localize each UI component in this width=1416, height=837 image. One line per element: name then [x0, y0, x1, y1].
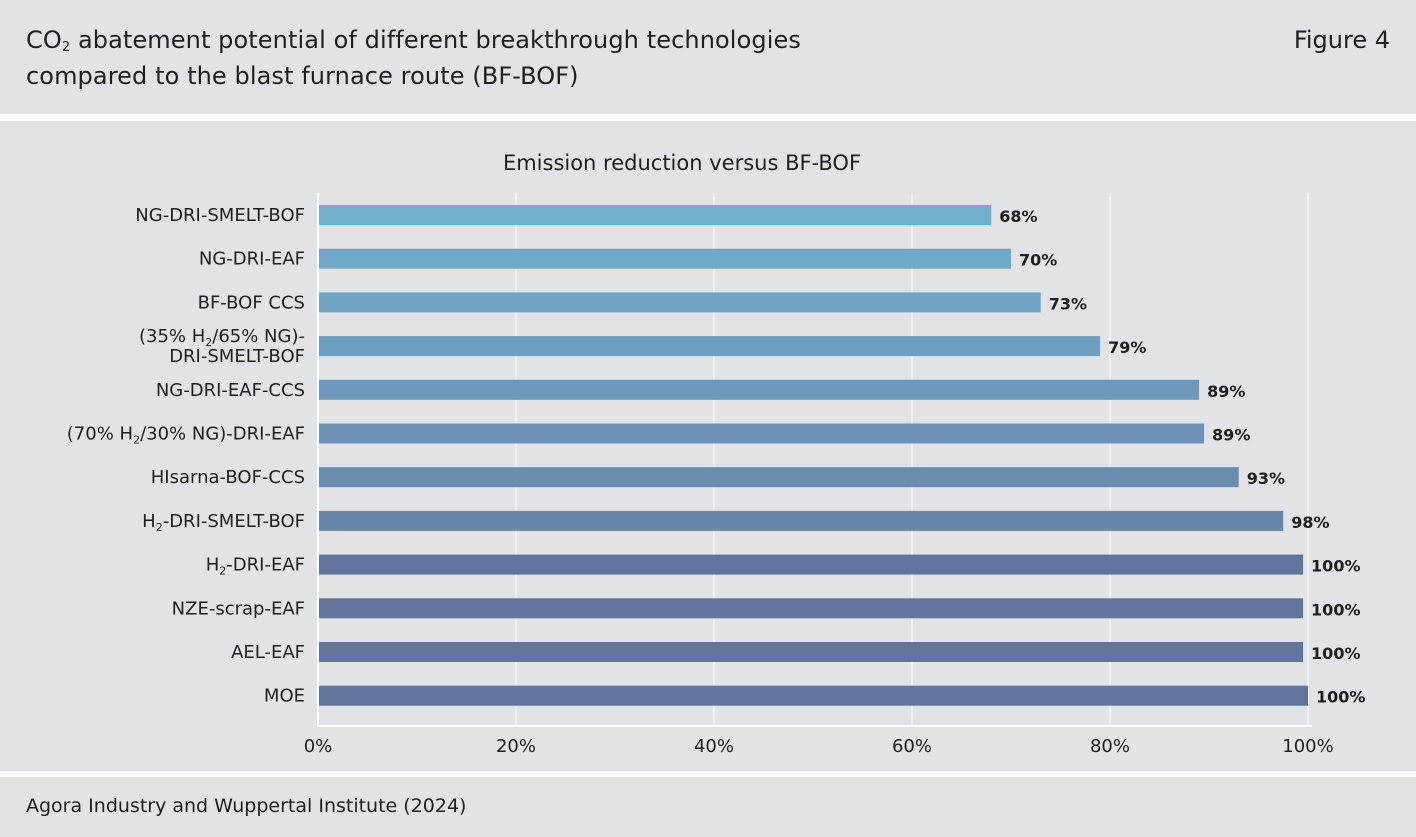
bar — [318, 379, 1200, 400]
x-tick-label: 0% — [304, 736, 333, 757]
value-label: 79% — [1108, 338, 1146, 357]
category-label: NZE-scrap-EAF — [172, 598, 305, 619]
value-label: 100% — [1316, 688, 1365, 707]
category-label: H2-DRI-EAF — [206, 555, 305, 578]
bar — [318, 642, 1304, 662]
chart-panel: Emission reduction versus BF-BOF NG-DRI-… — [0, 121, 1416, 771]
footer: Agora Industry and Wuppertal Institute (… — [0, 777, 1416, 837]
value-label: 93% — [1247, 469, 1285, 488]
category-labels: NG-DRI-SMELT-BOF NG-DRI-EAF BF-BOF CCS (35%… — [67, 205, 305, 707]
value-label: 100% — [1311, 644, 1360, 663]
bar — [318, 336, 1101, 357]
value-label: 100% — [1311, 557, 1360, 576]
source-note: Agora Industry and Wuppertal Institute (… — [26, 795, 467, 817]
category-label: AEL-EAF — [231, 642, 305, 663]
x-tick-label: 40% — [694, 736, 734, 757]
x-tick-label: 100% — [1282, 736, 1333, 757]
category-label: MOE — [264, 686, 305, 707]
bar — [318, 598, 1304, 619]
title-co-text: CO — [26, 26, 62, 54]
x-axis: 0% 20% 40% 60% 80% 100% — [304, 193, 1334, 757]
category-label: (35% H2/65% NG)-DRI-SMELT-BOF — [139, 326, 305, 367]
category-label: NG-DRI-EAF-CCS — [156, 380, 305, 401]
x-tick-label: 20% — [496, 736, 536, 757]
header: CO2 abatement potential of different bre… — [0, 0, 1416, 114]
category-label: (70% H2/30% NG)-DRI-EAF — [67, 424, 305, 447]
bar-chart: Emission reduction versus BF-BOF NG-DRI-… — [67, 151, 1366, 757]
category-label: BF-BOF CCS — [198, 292, 305, 313]
bar — [318, 248, 1011, 269]
value-label: 89% — [1207, 382, 1245, 401]
chart-subtitle: Emission reduction versus BF-BOF — [503, 151, 861, 175]
bar — [318, 292, 1041, 313]
figure-label: Figure 4 — [1293, 26, 1390, 54]
bar — [318, 205, 992, 225]
x-tick-label: 80% — [1090, 736, 1130, 757]
bar — [318, 467, 1239, 488]
category-label: NG-DRI-SMELT-BOF — [135, 205, 305, 226]
x-tick-label: 60% — [892, 736, 932, 757]
value-label: 89% — [1212, 426, 1250, 445]
title-rest-text: abatement potential of different breakth… — [70, 26, 801, 54]
value-label: 100% — [1311, 600, 1360, 619]
chart-title-line-2: compared to the blast furnace route (BF-… — [26, 62, 579, 90]
bar — [318, 510, 1284, 531]
category-label: H2-DRI-SMELT-BOF — [142, 511, 305, 534]
bars — [318, 205, 1308, 706]
value-label: 70% — [1019, 251, 1057, 270]
chart-title-line-1: CO2 abatement potential of different bre… — [26, 24, 801, 56]
value-label: 68% — [999, 207, 1037, 226]
value-labels: 68% 70% 73% 79% 89% 89% 93% 98% 100% 100% 100% 100% — [999, 207, 1365, 707]
title-subscript: 2 — [61, 40, 71, 55]
bar — [318, 685, 1308, 706]
bar — [318, 554, 1304, 575]
gridlines — [515, 193, 1309, 726]
value-label: 73% — [1049, 294, 1087, 313]
bar — [318, 423, 1205, 444]
value-label: 98% — [1291, 513, 1329, 532]
category-label: HIsarna-BOF-CCS — [151, 467, 305, 488]
category-label: NG-DRI-EAF — [199, 249, 305, 270]
